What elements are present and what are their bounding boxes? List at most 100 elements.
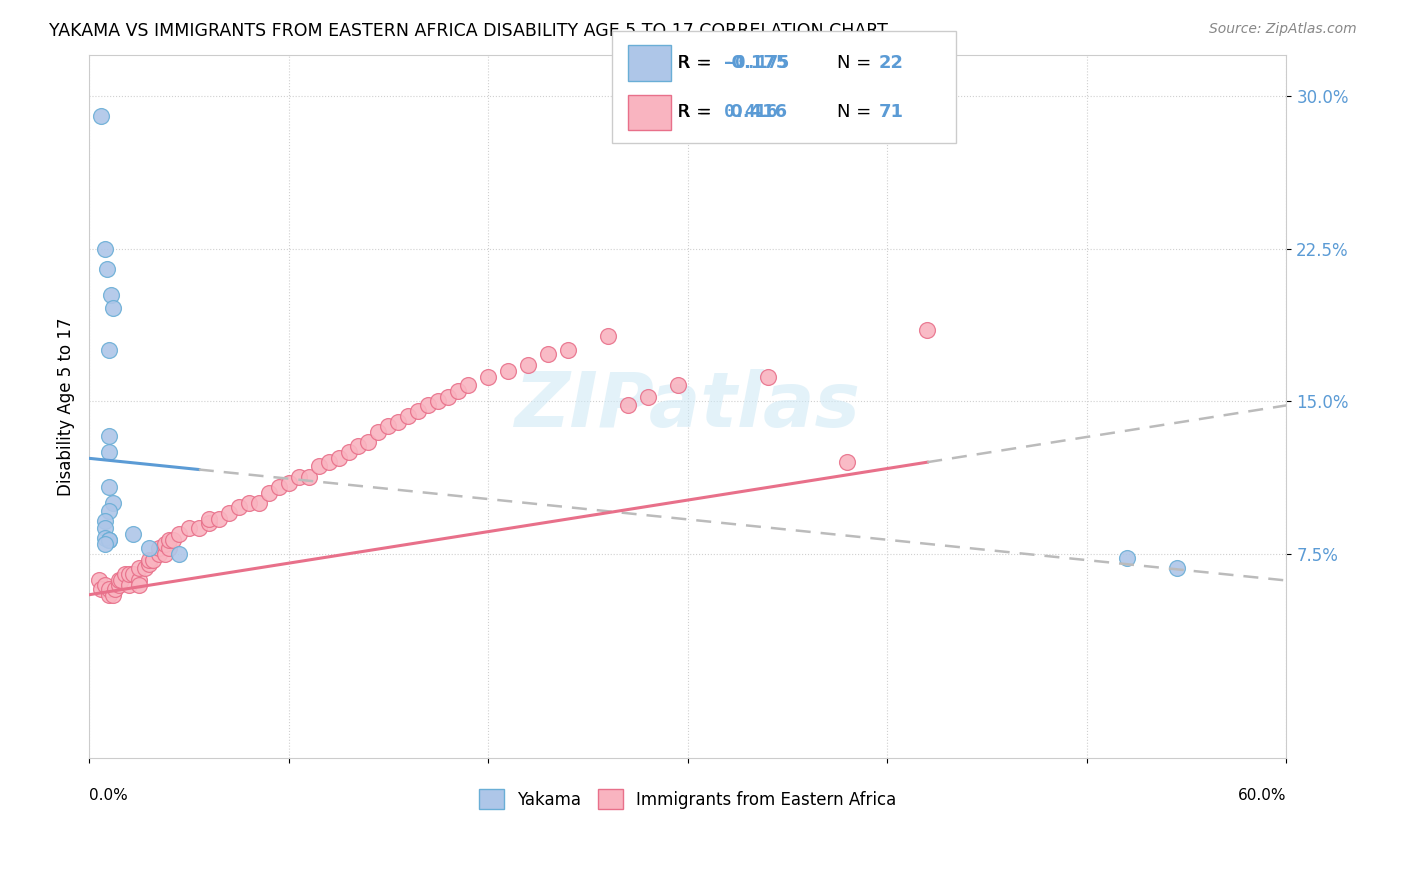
Point [837,455,859,469]
Point [238,496,260,510]
Point [666,378,689,392]
Point [267,480,290,494]
Point [756,369,779,384]
Point [247,496,270,510]
Point [108,577,131,591]
Point [153,547,176,561]
Point [308,459,330,474]
Point [167,547,190,561]
Point [157,541,180,555]
Text: R =: R = [678,54,721,72]
Point [357,435,380,450]
Point [96,262,118,277]
Point [108,574,131,588]
Point [98,429,121,443]
Point [94,520,117,534]
Point [208,512,231,526]
Point [98,588,121,602]
Point [477,369,499,384]
Point [94,537,117,551]
Point [287,469,309,483]
Point [148,547,170,561]
Text: 0.416: 0.416 [724,103,779,121]
Point [98,480,121,494]
Point [337,445,360,459]
Text: 22: 22 [879,54,904,72]
Text: R =: R = [678,103,721,121]
Point [1166,561,1188,575]
Point [418,398,440,412]
Point [128,577,150,591]
Point [367,425,389,439]
Point [396,409,419,423]
Point [101,301,124,315]
Point [153,537,176,551]
Point [122,526,145,541]
Point [98,533,121,547]
Point [297,469,319,483]
Text: R =: R = [678,54,717,72]
Point [637,390,659,404]
Text: N =: N = [837,54,876,72]
Text: N =: N = [837,103,876,121]
Point [167,526,190,541]
Point [110,574,132,588]
Point [101,496,124,510]
Text: R =: R = [678,103,717,121]
Text: YAKAMA VS IMMIGRANTS FROM EASTERN AFRICA DISABILITY AGE 5 TO 17 CORRELATION CHAR: YAKAMA VS IMMIGRANTS FROM EASTERN AFRICA… [49,22,889,40]
Point [118,577,141,591]
Point [218,506,240,520]
Point [128,574,150,588]
Y-axis label: Disability Age 5 to 17: Disability Age 5 to 17 [58,318,75,496]
Point [138,541,160,555]
Point [517,358,540,372]
Point [100,288,122,302]
Point [228,500,250,515]
Point [98,582,121,596]
Point [98,533,121,547]
Text: Source: ZipAtlas.com: Source: ZipAtlas.com [1209,22,1357,37]
Point [122,567,145,582]
Point [138,553,160,567]
Point [447,384,470,398]
Point [104,582,127,596]
Point [94,577,117,591]
Point [198,516,221,531]
Point [114,567,136,582]
Point [596,329,619,343]
Point [138,558,160,572]
Point [128,561,150,575]
Point [427,394,450,409]
Point [328,451,350,466]
Point [94,515,117,529]
Point [257,486,280,500]
Point [142,553,165,567]
Point [101,588,124,602]
Point [318,455,340,469]
Point [1115,551,1137,566]
Point [437,390,460,404]
Legend: Yakama, Immigrants from Eastern Africa: Yakama, Immigrants from Eastern Africa [472,782,903,816]
Text: 60.0%: 60.0% [1237,789,1286,803]
Point [408,404,430,418]
Text: 71: 71 [879,103,904,121]
Point [617,398,640,412]
Point [94,242,117,256]
Point [148,541,170,555]
Text: -0.175: -0.175 [724,54,789,72]
Point [198,512,221,526]
Point [457,378,479,392]
Point [90,109,112,123]
Point [557,343,579,358]
Point [90,582,112,596]
Point [347,439,370,453]
Point [157,533,180,547]
Point [98,445,121,459]
Point [187,520,209,534]
Point [177,520,200,534]
Point [98,504,121,518]
Point [94,531,117,545]
Point [118,567,141,582]
Text: -0.175: -0.175 [724,54,789,72]
Point [537,347,560,361]
